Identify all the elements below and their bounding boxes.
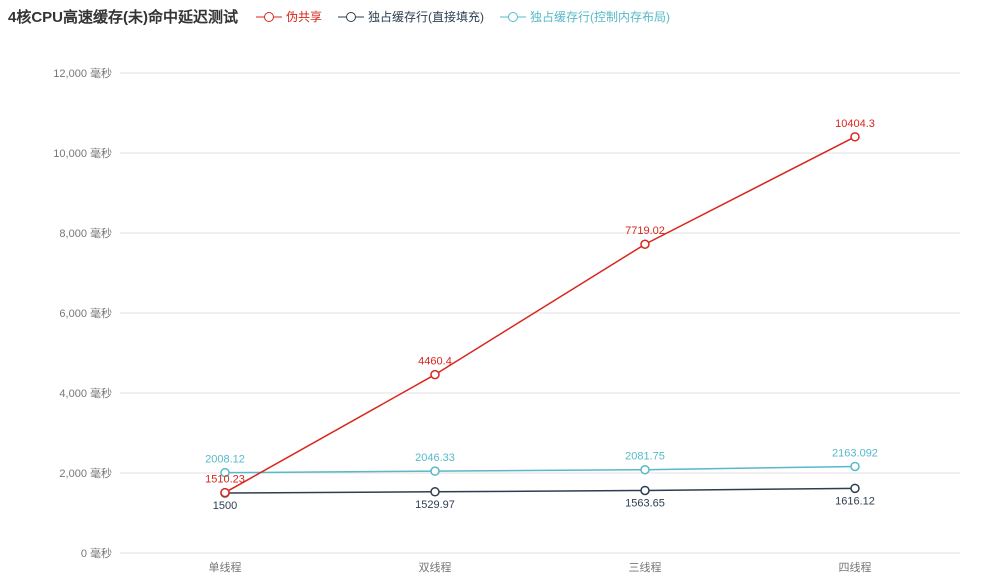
svg-text:2,000 毫秒: 2,000 毫秒	[59, 466, 112, 480]
svg-text:10,000 毫秒: 10,000 毫秒	[53, 146, 112, 160]
legend-swatch-2	[500, 12, 526, 22]
chart-title: 4核CPU高速缓存(未)命中延迟测试	[8, 6, 238, 27]
svg-text:四线程: 四线程	[839, 560, 872, 574]
legend-swatch-1	[338, 12, 364, 22]
chart-container: 4核CPU高速缓存(未)命中延迟测试 伪共享 独占缓存行(直接填充) 独占缓存行…	[0, 0, 981, 587]
svg-text:单线程: 单线程	[209, 560, 242, 574]
svg-text:6,000 毫秒: 6,000 毫秒	[59, 306, 112, 320]
svg-text:12,000 毫秒: 12,000 毫秒	[53, 66, 112, 80]
legend-item-1[interactable]: 独占缓存行(直接填充)	[338, 8, 484, 25]
svg-text:8,000 毫秒: 8,000 毫秒	[59, 226, 112, 240]
svg-text:2163.092: 2163.092	[832, 447, 878, 459]
legend-item-2[interactable]: 独占缓存行(控制内存布局)	[500, 8, 670, 25]
svg-text:4,000 毫秒: 4,000 毫秒	[59, 386, 112, 400]
legend-item-0[interactable]: 伪共享	[256, 8, 322, 25]
svg-text:2046.33: 2046.33	[415, 452, 455, 464]
svg-text:1616.12: 1616.12	[835, 495, 875, 507]
legend: 伪共享 独占缓存行(直接填充) 独占缓存行(控制内存布局)	[256, 8, 670, 25]
svg-text:10404.3: 10404.3	[835, 118, 875, 130]
svg-text:2008.12: 2008.12	[205, 454, 245, 466]
svg-text:4460.4: 4460.4	[418, 356, 452, 368]
legend-swatch-0	[256, 12, 282, 22]
svg-text:1510.23: 1510.23	[205, 474, 245, 486]
legend-label-1: 独占缓存行(直接填充)	[368, 8, 484, 25]
svg-text:1529.97: 1529.97	[415, 499, 455, 511]
svg-text:7719.02: 7719.02	[625, 225, 665, 237]
svg-text:0 毫秒: 0 毫秒	[81, 546, 112, 560]
svg-text:双线程: 双线程	[419, 560, 452, 574]
plot-area: 0 毫秒 2,000 毫秒 4,000 毫秒 6,000 毫秒 8,000 毫秒 10,0…	[0, 33, 981, 588]
svg-text:三线程: 三线程	[629, 560, 662, 574]
svg-text:1500: 1500	[213, 500, 237, 512]
plot-svg: 0 毫秒 2,000 毫秒 4,000 毫秒 6,000 毫秒 8,000 毫秒 10,0…	[0, 33, 981, 588]
svg-text:2081.75: 2081.75	[625, 451, 665, 463]
legend-label-2: 独占缓存行(控制内存布局)	[530, 8, 670, 25]
chart-header: 4核CPU高速缓存(未)命中延迟测试 伪共享 独占缓存行(直接填充) 独占缓存行…	[0, 0, 981, 33]
legend-label-0: 伪共享	[286, 8, 322, 25]
svg-text:1563.65: 1563.65	[625, 497, 665, 509]
